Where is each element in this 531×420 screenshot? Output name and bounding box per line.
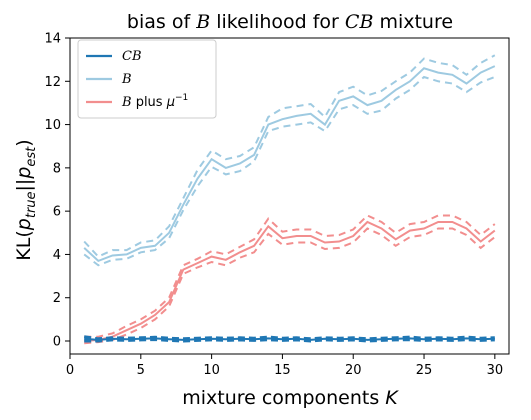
x-axis-label: mixture components K [182,387,399,409]
title-part-3: mixture [373,11,453,33]
ylabel-sub-true: true [24,191,39,218]
y-tick-label-10: 10 [44,118,61,133]
title-script-cb: CB [345,11,374,33]
ylabel-bars: || [13,179,35,192]
series-0-line [84,337,495,341]
title-part-1: bias of [127,11,196,33]
x-tick-label-10: 10 [203,363,220,378]
ylabel-kl: KL( [13,230,35,260]
legend-bmu-b: B [121,95,132,110]
title-part-2: likelihood for [210,11,345,33]
ylabel-p2: p [13,167,35,180]
y-tick-label-12: 12 [44,75,61,90]
xlabel-text: mixture components [182,387,385,409]
series-2-lower-band [84,227,496,345]
series-1-upper-band [83,54,496,258]
legend: CB B B plus μ−1 [77,39,217,119]
ylabel-sub-est: est [24,146,39,167]
plot-frame [69,37,510,355]
y-tick-label-4: 4 [53,248,61,263]
y-axis-label: KL(ptrue||pest) [13,139,39,260]
y-tick-label-0: 0 [53,335,61,350]
ylabel-p1: p [13,218,35,231]
legend-bmu-mu: μ [166,95,175,110]
series-0-upper-band [83,335,495,341]
ylabel-close: ) [13,139,35,146]
legend-b-text: B [121,72,132,87]
x-tick-label-30: 30 [487,363,504,378]
series-1-lower-band [83,75,496,267]
x-tick-label-0: 0 [66,363,74,378]
y-tick-label-2: 2 [53,291,61,306]
series-1-line [83,65,496,263]
series-2 [84,214,496,345]
series-2-upper-band [84,214,496,338]
y-tick-label-6: 6 [53,205,61,220]
legend-label-cb: CB [122,49,142,64]
legend-box [77,39,217,119]
xlabel-k: K [385,387,399,409]
series-1 [83,54,496,267]
legend-bmu-exp: −1 [175,93,188,103]
x-tick-label-15: 15 [274,363,291,378]
legend-label-b-plus-mu: B plus μ−1 [121,93,188,110]
x-tick-label-25: 25 [416,363,433,378]
x-tick-label-20: 20 [345,363,362,378]
x-tick-label-5: 5 [137,363,145,378]
y-tick-label-14: 14 [44,32,61,47]
plot-area: 0 5 10 15 20 25 30 0 2 4 6 8 10 12 14 [44,32,510,378]
chart-title: bias of B likelihood for CB mixture [127,11,453,33]
series-0-lower-band [84,337,495,343]
series-2-line [84,220,496,342]
title-script-b: B [195,11,210,33]
legend-bmu-plus: plus [132,95,167,110]
series-0 [83,335,495,343]
legend-label-b: B [121,72,132,87]
legend-cb-text: CB [122,49,142,64]
y-tick-label-8: 8 [53,161,61,176]
